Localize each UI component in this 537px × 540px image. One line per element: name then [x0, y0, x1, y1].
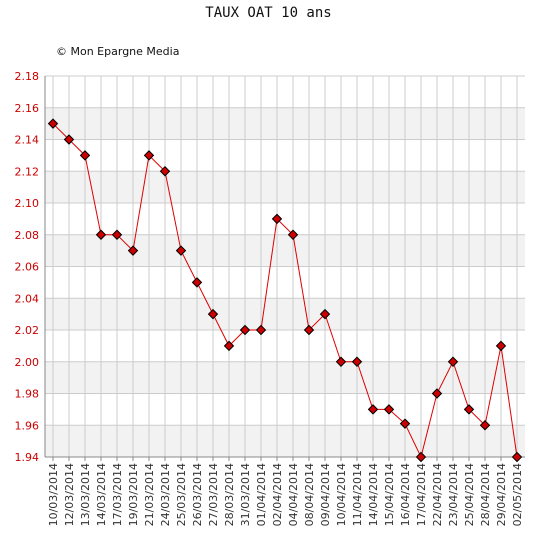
data-point: [495, 340, 507, 352]
x-tick-label: 29/04/2014: [495, 463, 508, 526]
x-tick-label: 19/03/2014: [127, 463, 140, 526]
data-point: [399, 418, 411, 429]
x-tick-label: 27/03/2014: [207, 463, 220, 526]
x-tick-label: 23/04/2014: [447, 463, 460, 526]
x-tick-label: 11/04/2014: [351, 463, 364, 526]
x-tick-label: 02/04/2014: [271, 463, 284, 526]
y-tick-label: 1.98: [15, 388, 40, 401]
x-tick-label: 14/04/2014: [367, 463, 380, 526]
data-point: [47, 118, 59, 129]
data-point: [95, 229, 107, 240]
x-tick-label: 01/04/2014: [255, 463, 268, 526]
x-tick-label: 28/03/2014: [223, 463, 236, 526]
data-point: [479, 420, 491, 431]
y-tick-label: 2.14: [15, 134, 40, 147]
data-point: [159, 166, 171, 177]
series-line: [52, 123, 518, 459]
x-tick-label: 31/03/2014: [239, 463, 252, 526]
data-point: [79, 150, 91, 161]
x-tick-label: 24/03/2014: [159, 463, 172, 526]
plot-band: [45, 425, 525, 457]
plot-band: [45, 298, 525, 330]
x-tick-label: 04/04/2014: [287, 463, 300, 526]
plot-band: [45, 234, 525, 267]
x-tick-label: 25/04/2014: [463, 463, 476, 526]
data-point: [191, 277, 203, 288]
plot-band: [45, 139, 525, 172]
plot-band: [45, 76, 525, 108]
plot-band: [45, 171, 525, 203]
data-point: [143, 150, 155, 161]
x-tick-label: 14/03/2014: [95, 463, 108, 526]
plot-band: [45, 266, 525, 299]
data-point: [271, 213, 283, 225]
y-tick-label: 2.04: [15, 292, 40, 305]
y-tick-label: 1.94: [15, 451, 40, 464]
x-tick-label: 28/04/2014: [479, 463, 492, 526]
data-point: [415, 451, 427, 463]
data-point: [303, 324, 315, 336]
x-tick-label: 02/05/2014: [511, 463, 524, 526]
data-point: [127, 245, 139, 256]
x-tick-label: 17/03/2014: [111, 463, 124, 526]
y-tick-label: 2.06: [15, 261, 40, 274]
data-point: [223, 340, 235, 352]
y-tick-label: 1.96: [15, 419, 40, 432]
data-point: [351, 356, 363, 367]
y-tick-label: 2.10: [15, 197, 40, 210]
x-tick-label: 15/04/2014: [383, 463, 396, 526]
plot-band: [45, 393, 525, 426]
data-point: [287, 229, 299, 240]
y-tick-label: 2.18: [15, 70, 40, 83]
y-tick-label: 2.02: [15, 324, 40, 337]
x-tick-label: 09/04/2014: [319, 463, 332, 526]
plot-band: [45, 203, 525, 235]
data-point: [367, 404, 379, 415]
data-point: [207, 308, 219, 320]
x-tick-label: 17/04/2014: [415, 463, 428, 526]
x-tick-label: 10/04/2014: [335, 463, 348, 526]
data-point: [431, 388, 443, 399]
x-tick-label: 10/03/2014: [47, 463, 60, 526]
x-tick-label: 25/03/2014: [175, 463, 188, 526]
x-tick-label: 16/04/2014: [399, 463, 412, 526]
data-point: [255, 324, 267, 336]
y-tick-label: 2.12: [15, 165, 40, 178]
y-tick-label: 2.00: [15, 356, 40, 369]
data-point: [239, 324, 251, 336]
data-point: [175, 245, 187, 256]
x-tick-label: 26/03/2014: [191, 463, 204, 526]
x-tick-label: 22/04/2014: [431, 463, 444, 526]
x-tick-label: 13/03/2014: [79, 463, 92, 526]
x-tick-label: 08/04/2014: [303, 463, 316, 526]
chart-credit: © Mon Epargne Media: [56, 45, 180, 58]
data-point: [511, 451, 523, 463]
data-point: [335, 356, 347, 367]
data-point: [383, 404, 395, 415]
chart-title: TAUX OAT 10 ans: [205, 5, 332, 21]
data-point: [447, 356, 459, 367]
x-tick-label: 21/03/2014: [143, 463, 156, 526]
x-tick-label: 12/03/2014: [63, 463, 76, 526]
y-tick-label: 2.08: [15, 229, 40, 242]
data-point: [463, 404, 475, 415]
y-tick-label: 2.16: [15, 102, 40, 115]
data-point: [63, 134, 75, 145]
plot-band: [45, 107, 525, 140]
data-point: [111, 229, 123, 240]
plot-band: [45, 330, 525, 362]
data-point: [319, 308, 331, 320]
